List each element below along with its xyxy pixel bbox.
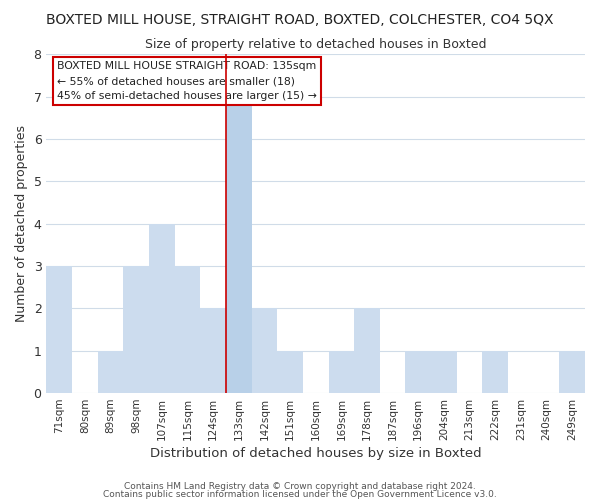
Bar [226,97,251,393]
Bar [251,308,277,393]
X-axis label: Distribution of detached houses by size in Boxted: Distribution of detached houses by size … [150,447,482,460]
Bar [559,350,585,393]
Bar [406,350,431,393]
Text: Contains HM Land Registry data © Crown copyright and database right 2024.: Contains HM Land Registry data © Crown c… [124,482,476,491]
Bar [124,266,149,393]
Bar [98,350,124,393]
Text: BOXTED MILL HOUSE, STRAIGHT ROAD, BOXTED, COLCHESTER, CO4 5QX: BOXTED MILL HOUSE, STRAIGHT ROAD, BOXTED… [46,12,554,26]
Bar [46,266,72,393]
Bar [200,308,226,393]
Y-axis label: Number of detached properties: Number of detached properties [15,126,28,322]
Text: Contains public sector information licensed under the Open Government Licence v3: Contains public sector information licen… [103,490,497,499]
Bar [175,266,200,393]
Title: Size of property relative to detached houses in Boxted: Size of property relative to detached ho… [145,38,487,51]
Bar [277,350,303,393]
Bar [149,224,175,393]
Text: BOXTED MILL HOUSE STRAIGHT ROAD: 135sqm
← 55% of detached houses are smaller (18: BOXTED MILL HOUSE STRAIGHT ROAD: 135sqm … [57,61,317,101]
Bar [431,350,457,393]
Bar [354,308,380,393]
Bar [329,350,354,393]
Bar [482,350,508,393]
